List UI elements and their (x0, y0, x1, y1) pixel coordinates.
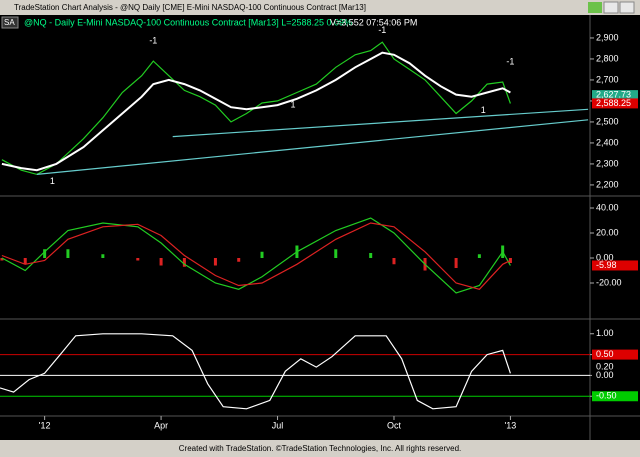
x-tick-label: Apr (154, 420, 168, 430)
close-button[interactable] (619, 1, 635, 14)
y-tick-label: 1.00 (596, 328, 614, 338)
price-marker (592, 349, 638, 360)
y-tick-label: 2,900 (596, 32, 619, 42)
series-line (1, 41, 511, 176)
annotation: -1 (378, 25, 386, 35)
chart-area (0, 15, 640, 440)
price-marker-label: -5.98 (596, 260, 617, 270)
annotation: 1 (291, 100, 296, 110)
series-line (0, 333, 511, 410)
series-line (36, 119, 589, 175)
x-tick-label: '12 (39, 420, 51, 430)
series-line (1, 51, 511, 172)
histogram-bar (369, 253, 373, 258)
price-marker (592, 90, 638, 101)
histogram-bar (101, 254, 105, 258)
symbol-tab[interactable] (1, 16, 19, 29)
price-marker (592, 260, 638, 271)
series-line (172, 108, 589, 138)
histogram-bar (66, 249, 70, 258)
title-bar (0, 0, 640, 15)
chart-header-right: V=3,552 07:54:06 PM (330, 17, 417, 27)
window-title: TradeStation Chart Analysis - @NQ Daily … (14, 3, 366, 12)
minimize-button[interactable] (588, 2, 602, 13)
y-tick-label: 2,400 (596, 137, 619, 147)
maximize-button[interactable] (603, 1, 619, 14)
y-tick-label: 20.00 (596, 227, 619, 237)
status-bar (0, 440, 640, 457)
price-marker (592, 362, 638, 373)
y-tick-label: -20.00 (596, 277, 622, 287)
price-marker-label: -0.50 (596, 391, 617, 401)
histogram-bar (508, 258, 512, 263)
histogram-bar (43, 249, 47, 258)
price-marker-label: 2,627.73 (596, 89, 631, 99)
price-marker-label: 0.20 (596, 361, 614, 371)
y-tick-label: 2,200 (596, 179, 619, 189)
price-marker-label: 0.50 (596, 349, 614, 359)
histogram-bar (477, 254, 481, 258)
chart-header: @NQ - Daily E-Mini NASDAQ-100 Continuous… (24, 17, 352, 27)
series-line (1, 222, 511, 290)
y-tick-label: 2,500 (596, 116, 619, 126)
y-tick-label: 0.00 (596, 252, 614, 262)
status-text: Created with TradeStation. ©TradeStation… (179, 444, 462, 453)
histogram-bar (0, 258, 4, 261)
price-marker-label: 0.00 (596, 370, 614, 380)
x-tick-label: Jul (272, 420, 284, 430)
histogram-bar (213, 258, 217, 266)
histogram-bar (237, 258, 241, 262)
price-marker (592, 98, 638, 109)
histogram-bar (182, 258, 186, 267)
price-marker (592, 370, 638, 381)
histogram-bar (23, 258, 27, 265)
histogram-bar (260, 251, 264, 258)
x-tick-label: Oct (387, 420, 402, 430)
histogram-bar (334, 249, 338, 258)
annotation: -1 (149, 35, 157, 45)
symbol-tab-label: SA (4, 18, 15, 27)
histogram-bar (136, 258, 140, 261)
y-tick-label: 2,800 (596, 53, 619, 63)
histogram-bar (454, 258, 458, 268)
histogram-bar (392, 258, 396, 265)
y-tick-label: 40.00 (596, 202, 619, 212)
annotation: 1 (50, 176, 55, 186)
x-tick-label: '13 (505, 420, 517, 430)
price-marker-label: 2,588.25 (596, 98, 631, 108)
y-tick-label: 2,700 (596, 74, 619, 84)
price-marker (592, 391, 638, 402)
series-line (1, 217, 511, 294)
annotation: -1 (506, 56, 514, 66)
y-tick-label: 2,300 (596, 158, 619, 168)
histogram-bar (159, 258, 163, 266)
annotation: 1 (481, 105, 486, 115)
